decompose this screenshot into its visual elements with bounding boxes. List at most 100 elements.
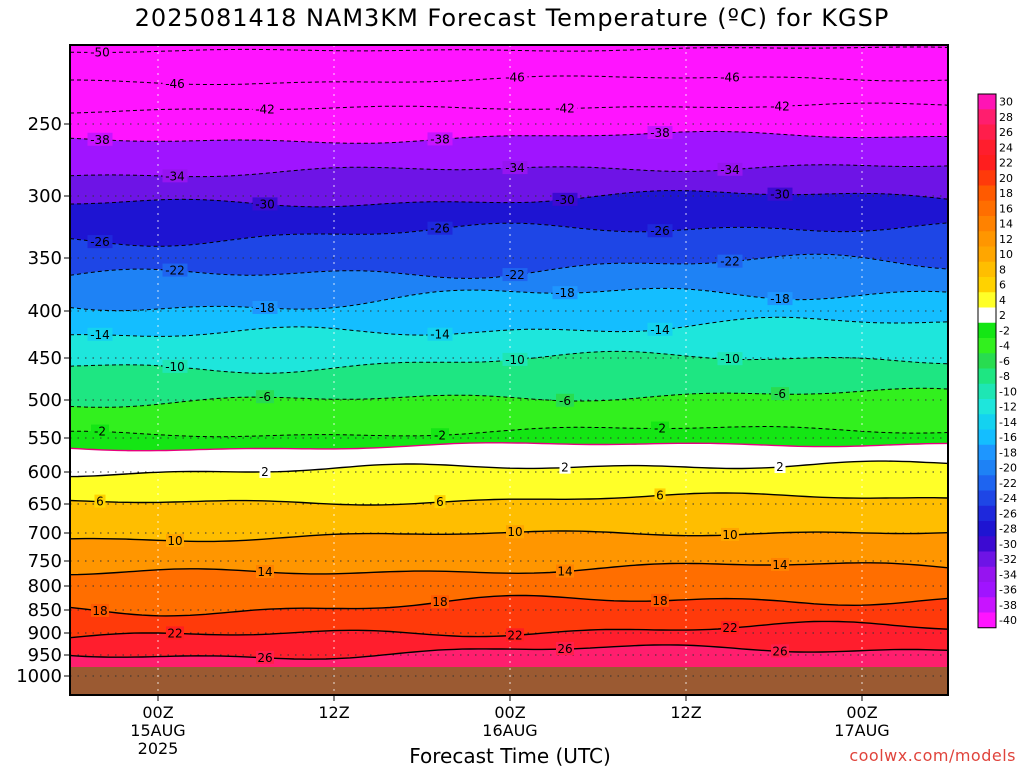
colorbar-label: -32 — [999, 553, 1017, 566]
contour-label: -42 — [770, 99, 790, 113]
contour-label-bg — [647, 224, 673, 238]
colorbar-swatch — [978, 612, 996, 629]
x-tick-label: 17AUG — [834, 721, 889, 740]
colorbar-swatch — [978, 353, 996, 369]
y-tick-label: 350 — [28, 248, 62, 269]
contour-label: -14 — [90, 328, 110, 342]
contour-label: 10 — [167, 534, 182, 548]
contour-label-bg — [87, 235, 113, 249]
contour-label: -22 — [165, 264, 185, 278]
contour-label-bg — [91, 603, 109, 617]
contour-label: -34 — [720, 163, 740, 177]
contour-label-bg — [502, 268, 528, 282]
colorbar-label: -16 — [999, 431, 1017, 444]
contour-label: 22 — [507, 628, 522, 642]
contour-label-bg — [771, 557, 789, 571]
contour-label: -46 — [505, 70, 525, 84]
contour-line — [70, 46, 949, 53]
contour-label: -18 — [255, 301, 275, 315]
contour-label-bg — [256, 565, 274, 579]
contour-label: -14 — [430, 328, 450, 342]
colorbar-label: 18 — [999, 187, 1013, 200]
chart-title: 2025081418 NAM3KM Forecast Temperature (… — [134, 4, 890, 32]
contour-label: 10 — [722, 528, 737, 542]
colorbar-swatch — [978, 383, 996, 400]
contour-label: -6 — [259, 390, 271, 404]
contour-label: -42 — [555, 102, 575, 116]
colorbar-swatch — [978, 292, 996, 308]
colorbar-swatch — [978, 551, 996, 568]
colorbar-label: 20 — [999, 172, 1013, 185]
colorbar-label: 30 — [999, 96, 1013, 109]
colorbar-swatch — [978, 109, 996, 125]
contour-line — [69, 287, 949, 312]
y-tick-label: 900 — [28, 623, 62, 644]
contour-line — [69, 316, 949, 337]
contour-label-bg — [651, 421, 669, 435]
colorbar-label: -40 — [999, 614, 1017, 627]
contour-label-bg — [502, 161, 528, 175]
contour-label-bg — [87, 45, 113, 59]
colorbar-label: -4 — [999, 340, 1010, 353]
y-tick-label: 500 — [28, 390, 62, 411]
colorbar-label: 28 — [999, 111, 1013, 124]
contour-label-bg — [647, 126, 673, 140]
colorbar-label: 14 — [999, 218, 1013, 231]
contour-label-bg — [717, 254, 743, 268]
y-axis-ticks: 2503003504004505005506006507007508008509… — [16, 114, 70, 687]
y-tick-label: 850 — [28, 600, 62, 621]
contour-label-bg — [87, 327, 113, 341]
colorbar-frame — [977, 93, 997, 629]
contour-label-bg — [427, 132, 453, 146]
x-axis-label: Forecast Time (UTC) — [409, 744, 611, 768]
contour-label: -46 — [165, 77, 185, 91]
contour-label: -6 — [559, 394, 571, 408]
colorbar-swatch — [978, 94, 996, 110]
colorbar-swatch — [978, 322, 996, 339]
colorbar-label: 6 — [999, 279, 1006, 292]
colorbar-swatch — [978, 124, 996, 141]
contour-label: 6 — [436, 495, 444, 509]
contour-label-bg — [552, 192, 578, 206]
contour-label-bg — [166, 533, 184, 547]
colorbar-swatch — [978, 414, 996, 430]
y-tick-label: 400 — [28, 301, 62, 322]
colorbar-swatch — [978, 505, 996, 522]
colorbar-label: -38 — [999, 599, 1017, 612]
contour-label: 2 — [776, 460, 784, 474]
contour-label: -18 — [555, 286, 575, 300]
contour-label: -10 — [505, 353, 525, 367]
colorbar-label: 4 — [999, 294, 1006, 307]
contour-label: -38 — [430, 132, 450, 146]
contour-label: -2 — [434, 428, 446, 442]
contour-label: 2 — [561, 461, 569, 475]
contour-label: -38 — [650, 126, 670, 140]
contour-label: -10 — [165, 360, 185, 374]
ground-fill — [70, 667, 948, 695]
y-tick-label: 800 — [28, 576, 62, 597]
contour-label-bg — [556, 393, 574, 407]
contour-label: 18 — [652, 594, 667, 608]
contour-label: 26 — [557, 642, 572, 656]
contour-label: -10 — [720, 352, 740, 366]
contour-label-bg — [94, 494, 106, 508]
contour-label-bg — [259, 464, 271, 478]
colorbar-swatch — [978, 216, 996, 232]
x-tick-label: 00Z — [846, 703, 877, 722]
contour-label: 22 — [722, 621, 737, 635]
colorbar-label: -22 — [999, 477, 1017, 490]
y-tick-label: 600 — [28, 462, 62, 483]
contour-label-bg — [162, 76, 188, 90]
colorbar-swatch — [978, 490, 996, 507]
colorbar-label: -20 — [999, 462, 1017, 475]
colorbar-swatch — [978, 429, 996, 446]
contour-label: -42 — [255, 102, 275, 116]
colorbar-label: -6 — [999, 355, 1010, 368]
colorbar-label: 24 — [999, 141, 1013, 154]
y-tick-label: 450 — [28, 348, 62, 369]
colorbar-label: 22 — [999, 157, 1013, 170]
colorbar-swatch — [978, 475, 996, 491]
contour-label: -50 — [90, 45, 110, 59]
contour-label: 14 — [772, 558, 787, 572]
contour-label: 18 — [92, 604, 107, 618]
